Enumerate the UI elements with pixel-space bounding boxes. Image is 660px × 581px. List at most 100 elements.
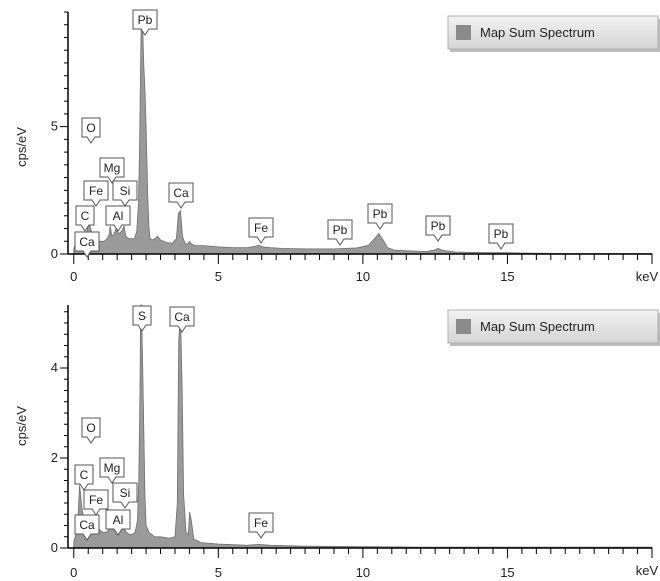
peak-tag-ca: Ca — [74, 231, 100, 258]
peak-tag-box — [132, 9, 158, 36]
peak-tag-o: O — [81, 417, 101, 444]
peak-tag-o: O — [81, 117, 101, 144]
peak-tag-label: O — [86, 421, 95, 435]
peak-tag-label: C — [81, 209, 90, 223]
peak-tag-box — [74, 514, 100, 541]
peak-tag-box — [248, 512, 274, 539]
peak-tag-pb: Pb — [327, 219, 353, 246]
peak-tag-fe: Fe — [248, 217, 274, 244]
x-tick-label: 0 — [70, 565, 77, 580]
y-tick-label: 4 — [51, 360, 58, 375]
x-tick-label: 10 — [356, 269, 370, 284]
peak-tag-box — [105, 509, 131, 536]
peak-tag-pb: Pb — [132, 9, 158, 36]
peak-tag-label: Si — [120, 486, 131, 500]
peak-tag-label: Al — [113, 513, 124, 527]
x-tick-label: 5 — [215, 565, 222, 580]
peak-tag-al: Al — [105, 509, 131, 536]
peak-tag-c: C — [75, 205, 95, 232]
peak-tag-box — [112, 180, 138, 207]
legend-box — [447, 15, 659, 50]
legend-label: Map Sum Spectrum — [480, 25, 595, 40]
peak-tag-label: Ca — [79, 518, 95, 532]
peak-tag-box — [327, 219, 353, 246]
legend-swatch — [456, 319, 471, 334]
peak-tag-c: C — [74, 464, 94, 491]
peak-tag-box — [105, 205, 131, 232]
peak-tag-mg: Mg — [99, 457, 125, 484]
x-tick-label: 15 — [500, 269, 514, 284]
y-tick-label: 5 — [51, 119, 58, 134]
peak-tag-label: Pb — [333, 223, 348, 237]
peak-tag-label: S — [138, 309, 146, 323]
peak-tag-box — [132, 305, 152, 332]
peak-tag-label: Mg — [104, 161, 121, 175]
peak-tag-box — [112, 482, 138, 509]
peak-tag-al: Al — [105, 205, 131, 232]
peak-tag-s: S — [132, 305, 152, 332]
x-tick-label: 15 — [500, 565, 514, 580]
x-axis-label: keV — [636, 563, 659, 578]
x-axis-label: keV — [636, 269, 659, 284]
peak-tag-label: Ca — [79, 235, 95, 249]
peak-tag-box — [81, 417, 101, 444]
peak-tag-label: Si — [120, 184, 131, 198]
peak-tag-ca: Ca — [168, 182, 194, 209]
peak-tag-fe: Fe — [83, 180, 109, 207]
y-axis-label: cps/eV — [14, 127, 29, 167]
peak-tag-pb: Pb — [425, 215, 451, 242]
peak-tag-label: Pb — [373, 207, 388, 221]
peak-tag-label: Al — [113, 209, 124, 223]
legend-label: Map Sum Spectrum — [480, 319, 595, 334]
peak-tag-si: Si — [112, 180, 138, 207]
peak-tag-box — [488, 223, 514, 250]
peak-tag-box — [367, 203, 393, 230]
peak-tag-pb: Pb — [488, 223, 514, 250]
peak-tag-fe: Fe — [248, 512, 274, 539]
peak-tag-box — [75, 205, 95, 232]
peak-tag-box — [99, 457, 125, 484]
peak-tag-mg: Mg — [99, 157, 125, 184]
legend: Map Sum Spectrum — [447, 309, 660, 346]
peak-tag-box — [425, 215, 451, 242]
y-tick-label: 0 — [51, 246, 58, 261]
spectrum-chart-2: 0 2 4 0 5 10 15 keV cps/eV Map Sum Spectrum S Ca O C M… — [14, 304, 660, 580]
peak-tag-box — [168, 182, 194, 209]
peak-tag-label: Mg — [104, 461, 121, 475]
peak-tag-label: Pb — [431, 219, 446, 233]
peak-tag-box — [169, 306, 195, 333]
peak-tag-box — [83, 489, 109, 516]
x-tick-label: 0 — [70, 269, 77, 284]
peak-tag-ca: Ca — [169, 306, 195, 333]
peak-tag-label: Fe — [89, 184, 103, 198]
peak-tag-label: Fe — [254, 516, 268, 530]
peak-tag-box — [81, 117, 101, 144]
legend: Map Sum Spectrum — [447, 15, 660, 52]
spectrum-area — [73, 11, 653, 255]
peak-tag-box — [99, 157, 125, 184]
peak-tag-box — [248, 217, 274, 244]
x-tick-label: 10 — [356, 565, 370, 580]
peak-tag-si: Si — [112, 482, 138, 509]
peak-tag-box — [74, 464, 94, 491]
peak-tag-label: Pb — [138, 13, 153, 27]
legend-box — [447, 309, 659, 344]
peak-tag-pb: Pb — [367, 203, 393, 230]
y-axis-label: cps/eV — [14, 406, 29, 446]
peak-tag-label: Fe — [254, 221, 268, 235]
peak-tag-label: Ca — [173, 186, 189, 200]
peak-tag-ca: Ca — [74, 514, 100, 541]
peak-tag-box — [83, 180, 109, 207]
peak-tag-label: C — [80, 468, 89, 482]
peak-tag-fe: Fe — [83, 489, 109, 516]
peak-tag-label: Pb — [494, 227, 509, 241]
peak-tag-label: Fe — [89, 493, 103, 507]
legend-swatch — [456, 25, 471, 40]
y-tick-label: 0 — [51, 540, 58, 555]
peak-tag-label: Ca — [174, 310, 190, 324]
x-tick-label: 5 — [215, 269, 222, 284]
peak-tag-label: O — [86, 121, 95, 135]
peak-tag-box — [74, 231, 100, 258]
